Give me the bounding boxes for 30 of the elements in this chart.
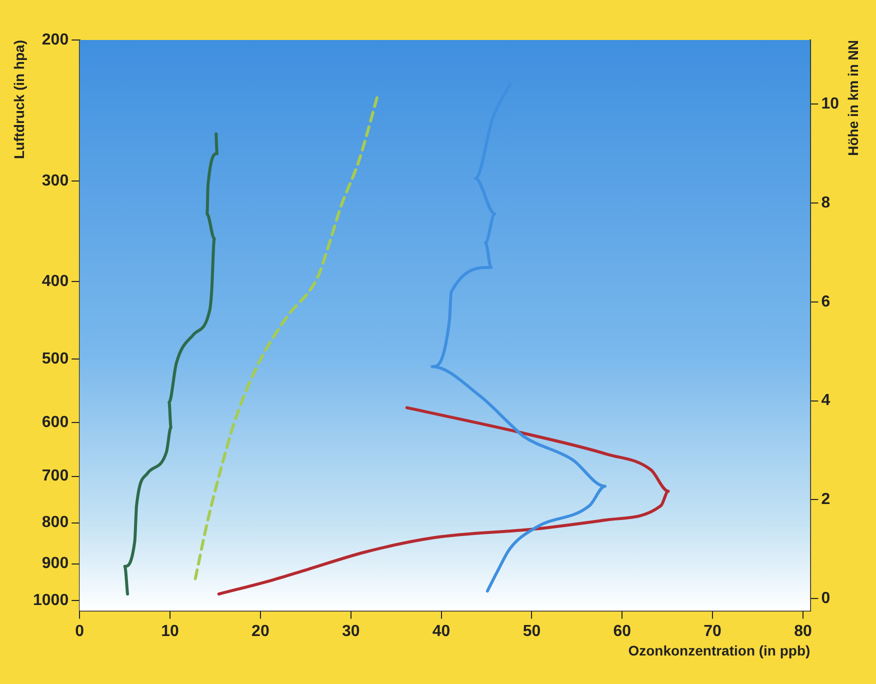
x-tick-label: 30 [342,622,360,640]
y2-tick-label: 8 [821,194,830,212]
x-tick-label: 70 [704,622,722,640]
line-series [217,406,670,596]
y-axis-title: Luftdruck (in hpa) [10,40,27,159]
x-tick-label: 0 [75,622,84,640]
line-series [123,132,219,596]
y-tick-label: 900 [42,555,69,572]
x-tick-label: 10 [161,622,180,640]
y-tick-label: 200 [42,31,69,48]
line-series [430,82,606,593]
y2-tick-label: 4 [821,392,830,410]
x-tick-label: 20 [252,622,270,640]
y2-tick-label: 6 [821,293,830,310]
y2-tick-label: 0 [821,590,830,607]
x-axis-title: Ozonkonzentration (in ppb) [628,642,810,659]
y-tick-label: 500 [42,350,69,368]
y-tick-label: 600 [42,414,69,432]
y2-tick-label: 2 [821,491,830,508]
y2-tick-label: 10 [821,96,840,113]
y-tick-label: 800 [42,514,69,532]
y-tick-label: 1000 [33,592,69,609]
y-tick-label: 300 [42,172,69,190]
x-tick-label: 80 [794,622,812,640]
y-tick-label: 400 [42,272,69,290]
x-tick-label: 60 [613,622,632,640]
y2-axis-title: Höhe in km in NN [844,40,861,156]
x-tick-label: 50 [522,622,541,640]
y-tick-label: 700 [42,468,69,485]
x-tick-label: 40 [432,622,450,640]
